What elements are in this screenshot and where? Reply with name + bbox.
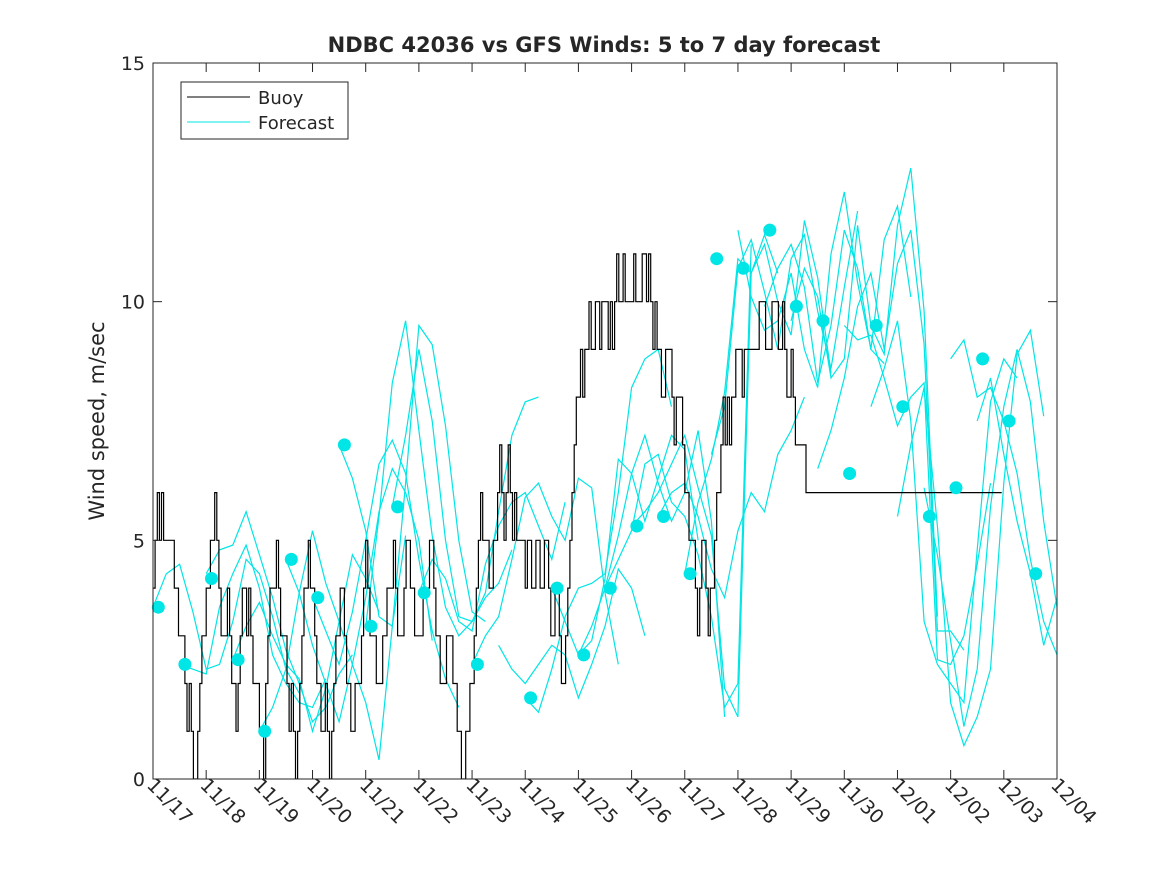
forecast-line-run-19	[657, 396, 805, 600]
forecast-line-run-4	[232, 552, 380, 734]
forecast-line-run-12	[471, 477, 619, 665]
forecast-point	[417, 586, 431, 600]
forecast-point	[657, 510, 670, 523]
forecast-point	[603, 581, 617, 595]
forecast-point	[470, 657, 484, 671]
y-axis-label: Wind speed, m/sec	[85, 321, 109, 520]
forecast-point	[976, 352, 990, 366]
forecast-point	[205, 572, 218, 585]
forecast-point	[550, 581, 564, 595]
forecast-point	[949, 481, 963, 495]
forecast-line-run-2	[179, 543, 327, 709]
forecast-point	[178, 657, 192, 671]
forecast-line-run-18	[631, 232, 779, 718]
forecast-point	[816, 314, 830, 328]
legend-buoy-label: Buoy	[258, 88, 304, 109]
forecast-line-run-11	[418, 491, 566, 633]
y-tick-label: 0	[133, 769, 145, 791]
forecast-point	[869, 319, 883, 332]
forecast-line-run-8	[338, 323, 486, 628]
forecast-point	[1029, 567, 1043, 581]
forecast-point	[763, 223, 777, 237]
forecast-point	[284, 552, 298, 566]
forecast-line-run-22	[737, 191, 885, 388]
forecast-point	[364, 619, 378, 633]
forecast-line-run-23	[763, 203, 912, 383]
forecast-point	[896, 400, 910, 414]
legend-forecast-label: Forecast	[258, 113, 334, 134]
y-axis: 0 5 10 15	[121, 53, 1057, 791]
forecast-line-run-3	[205, 509, 353, 723]
forecast-point	[630, 519, 644, 533]
forecast-point	[1002, 414, 1016, 428]
forecast-point	[683, 567, 697, 581]
forecast-line-run-13	[498, 567, 646, 700]
forecast-markers	[151, 223, 1043, 738]
forecast-point	[337, 438, 351, 452]
forecast-line-run-28	[896, 328, 1045, 748]
forecast-point	[736, 261, 750, 275]
forecast-line-run-5	[258, 530, 407, 761]
y-tick-label: 5	[133, 530, 145, 552]
legend-box	[180, 81, 349, 140]
forecast-line-run-14	[524, 348, 673, 714]
y-tick-label: 15	[121, 53, 145, 75]
forecast-line-run-1	[153, 558, 300, 694]
buoy-series	[153, 253, 1002, 779]
forecast-point	[258, 724, 272, 738]
forecast-point	[577, 648, 591, 662]
forecast-line-run-9	[365, 320, 513, 637]
chart-title: NDBC 42036 vs GFS Winds: 5 to 7 day fore…	[328, 33, 881, 57]
forecast-point	[311, 591, 325, 605]
forecast-point	[231, 653, 245, 667]
forecast-line-run-25	[817, 229, 965, 651]
forecast-line-run-26	[843, 325, 992, 666]
forecast-line-run-24	[790, 167, 938, 617]
forecast-point	[789, 299, 803, 313]
forecast-point	[843, 467, 857, 480]
forecast-point	[922, 510, 936, 523]
forecast-line-run-6	[285, 467, 433, 724]
forecast-line-run-10	[391, 349, 539, 623]
forecast-line-run-31	[976, 377, 1057, 646]
forecast-point	[151, 600, 165, 614]
forecast-line-run-29	[923, 349, 1057, 727]
legend: Buoy Forecast	[180, 81, 349, 140]
forecast-series	[153, 167, 1057, 761]
y-tick-label: 10	[121, 292, 145, 314]
forecast-point	[391, 500, 405, 514]
forecast-line-run-20	[684, 220, 832, 574]
forecast-line-run-17	[604, 244, 752, 710]
plot-frame	[152, 62, 1058, 780]
forecast-point	[710, 252, 724, 266]
buoy-line	[153, 253, 1002, 779]
forecast-point	[524, 691, 538, 705]
